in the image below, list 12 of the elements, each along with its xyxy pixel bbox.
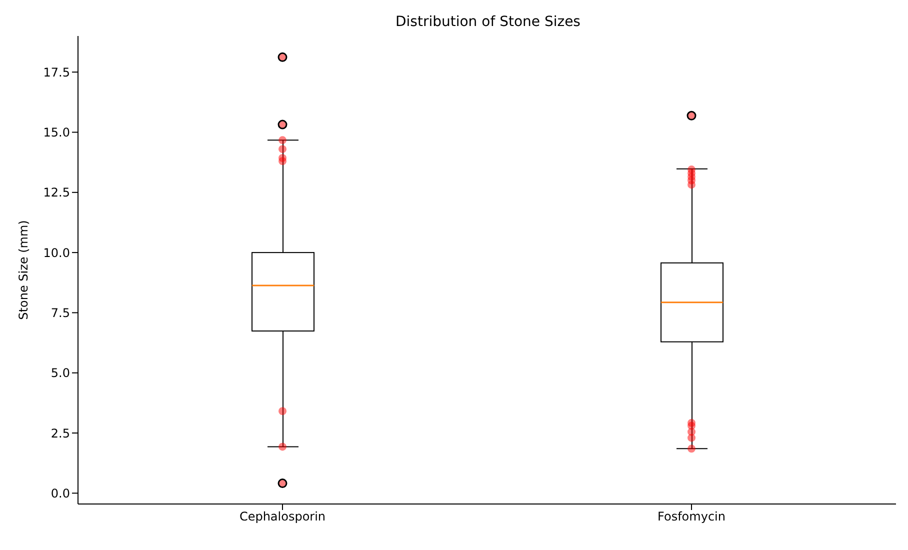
y-axis-title: Stone Size (mm) — [16, 220, 30, 320]
x-tick-label: Cephalosporin — [239, 510, 326, 524]
y-tick-label: 5.0 — [50, 366, 70, 380]
y-tick-label: 0.0 — [50, 486, 70, 500]
y-tick-label: 10.0 — [43, 246, 70, 260]
y-tick-label: 15.0 — [43, 126, 70, 140]
x-tick-label: Fosfomycin — [658, 510, 726, 524]
y-tick-label: 17.5 — [43, 65, 70, 80]
y-tick-label: 12.5 — [43, 186, 70, 200]
chart-title: Distribution of Stone Sizes — [394, 14, 582, 32]
y-tick-label: 7.5 — [50, 306, 70, 320]
y-tick-label: 2.5 — [50, 426, 70, 440]
